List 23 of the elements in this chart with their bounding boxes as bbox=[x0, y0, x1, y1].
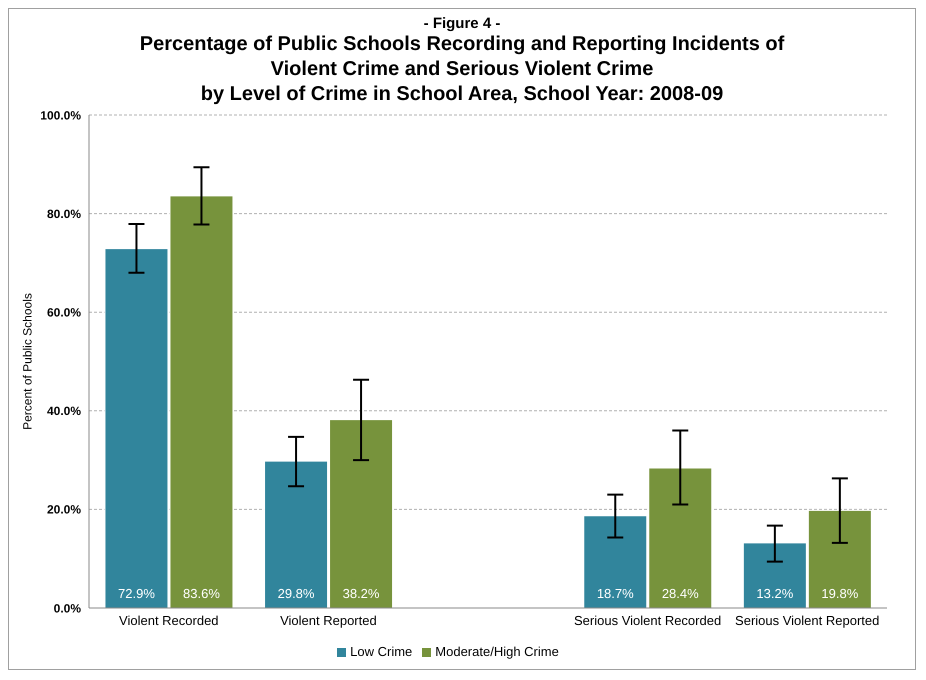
y-tick-label: 80.0% bbox=[46, 206, 82, 221]
data-label: 19.8% bbox=[821, 586, 859, 601]
x-tick-label: Violent Reported bbox=[280, 613, 377, 628]
data-label: 18.7% bbox=[596, 586, 634, 601]
data-label: 13.2% bbox=[756, 586, 794, 601]
x-tick-label: Serious Violent Recorded bbox=[574, 613, 722, 628]
data-label: 72.9% bbox=[118, 586, 156, 601]
x-tick-label: Violent Recorded bbox=[119, 613, 219, 628]
y-axis-title: Percent of Public Schools bbox=[20, 293, 34, 430]
data-label: 38.2% bbox=[342, 586, 380, 601]
legend-label: Moderate/High Crime bbox=[435, 644, 559, 659]
chart-subtitle: - Figure 4 - bbox=[422, 15, 502, 32]
x-tick-label: Serious Violent Reported bbox=[735, 613, 880, 628]
data-label: 83.6% bbox=[183, 586, 220, 601]
y-tick-label: 100.0% bbox=[40, 108, 82, 122]
chart-title: Percentage of Public Schools Recording and Reporting Incidents of Violent Crime and Serious Violent Crime by Level of Crime in School Area, School Year: 2008-09 bbox=[138, 32, 786, 107]
legend-label: Low Crime bbox=[350, 644, 412, 659]
data-label: 29.8% bbox=[278, 586, 315, 601]
y-tick-label: 0.0% bbox=[54, 601, 82, 616]
data-label: 28.4% bbox=[662, 586, 700, 601]
y-tick-label: 60.0% bbox=[46, 305, 82, 320]
y-tick-label: 20.0% bbox=[46, 502, 82, 517]
y-tick-label: 40.0% bbox=[46, 404, 82, 418]
